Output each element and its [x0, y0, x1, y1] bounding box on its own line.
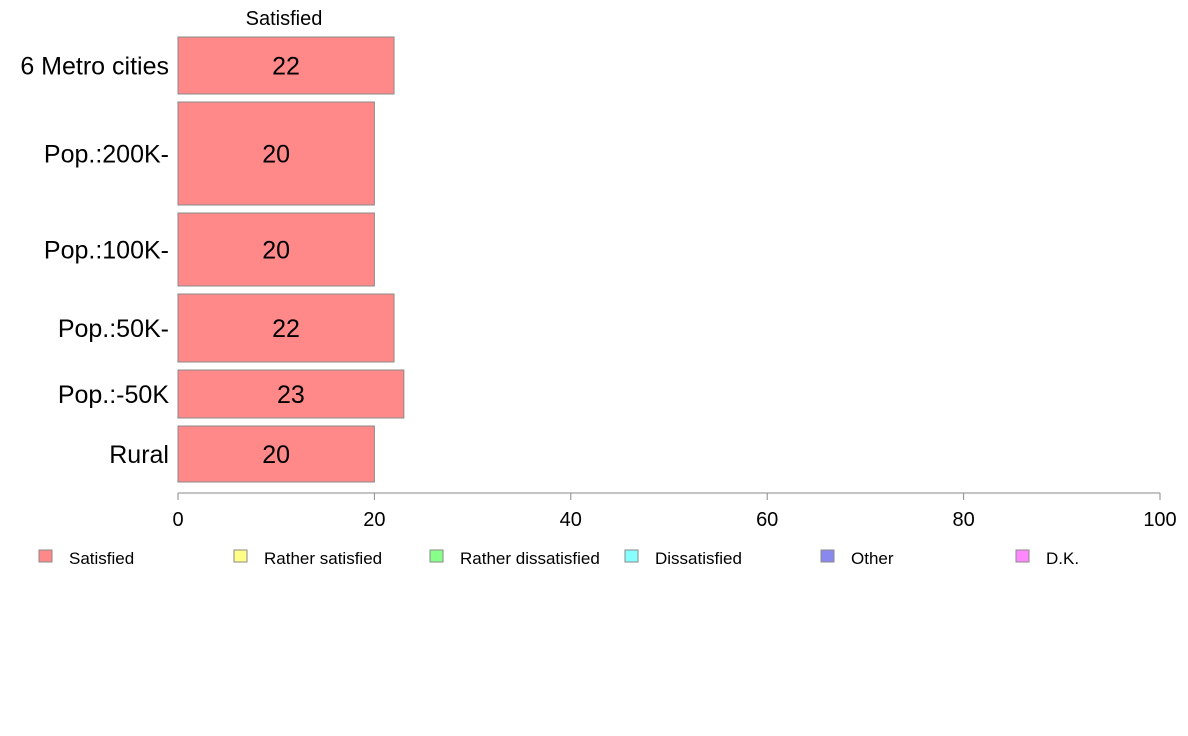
- legend-swatch: [624, 549, 639, 563]
- category-label: Pop.:200K-: [44, 141, 169, 169]
- data-label: 20: [262, 141, 290, 169]
- category-labels: 6 Metro cities Pop.:200K- Pop.:100K- Pop.:5…: [20, 53, 169, 470]
- x-tick-label: 60: [756, 509, 778, 531]
- legend: Satisfied Rather satisfied Rather dissatis…: [38, 549, 1079, 568]
- legend-swatch: [429, 549, 444, 563]
- bar-4-0: [177, 369, 405, 419]
- legend-swatch: [233, 549, 248, 563]
- legend-swatch: [820, 549, 835, 563]
- legend-swatch: [38, 549, 53, 563]
- data-label: 23: [277, 381, 305, 409]
- category-label: 6 Metro cities: [20, 53, 169, 81]
- x-tick-label: 40: [560, 509, 582, 531]
- bar-3-0: [177, 293, 395, 363]
- category-label: Pop.:100K-: [44, 237, 169, 265]
- x-tick-label: 80: [952, 509, 974, 531]
- data-label: 22: [272, 53, 300, 81]
- x-tick-label: 0: [172, 509, 183, 531]
- bar-1-0: [177, 101, 375, 206]
- legend-label: Satisfied: [69, 549, 134, 568]
- bar-0-0: [177, 36, 395, 95]
- bars-group: 22 20 20 22 23 20: [177, 36, 405, 483]
- legend-label: Dissatisfied: [655, 549, 742, 568]
- legend-label: Rather satisfied: [264, 549, 382, 568]
- legend-swatch: [1015, 549, 1030, 563]
- bar-2-0: [177, 212, 375, 287]
- legend-label: Rather dissatisfied: [460, 549, 600, 568]
- legend-label: D.K.: [1046, 549, 1079, 568]
- x-tick-label: 20: [363, 509, 385, 531]
- data-label: 22: [272, 315, 300, 343]
- bar-5-0: [177, 425, 375, 483]
- category-label: Pop.:50K-: [58, 315, 169, 343]
- category-label: Pop.:-50K: [58, 381, 170, 409]
- data-label: 20: [262, 237, 290, 265]
- legend-label: Other: [851, 549, 894, 568]
- data-label: 20: [262, 441, 290, 469]
- column-title: Satisfied: [246, 8, 323, 30]
- category-label: Rural: [109, 441, 169, 469]
- x-axis: 0 20 40 60 80 100: [172, 492, 1177, 531]
- x-tick-label: 100: [1143, 509, 1176, 531]
